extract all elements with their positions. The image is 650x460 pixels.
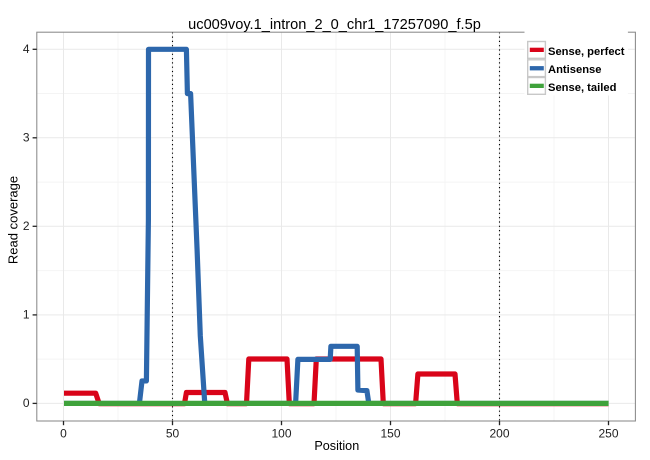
svg-text:4: 4 bbox=[23, 42, 30, 56]
svg-text:100: 100 bbox=[271, 427, 291, 441]
svg-text:250: 250 bbox=[598, 427, 618, 441]
svg-text:uc009voy.1_intron_2_0_chr1_172: uc009voy.1_intron_2_0_chr1_17257090_f.5p bbox=[188, 17, 481, 33]
svg-text:200: 200 bbox=[489, 427, 509, 441]
svg-text:1: 1 bbox=[23, 308, 30, 322]
svg-text:0: 0 bbox=[60, 427, 67, 441]
svg-text:Sense, perfect: Sense, perfect bbox=[548, 46, 625, 58]
svg-text:50: 50 bbox=[166, 427, 180, 441]
svg-text:Position: Position bbox=[314, 439, 359, 453]
svg-text:3: 3 bbox=[23, 131, 30, 145]
svg-text:2: 2 bbox=[23, 219, 30, 233]
svg-text:0: 0 bbox=[23, 396, 30, 410]
svg-text:Antisense: Antisense bbox=[548, 64, 601, 76]
svg-text:Read coverage: Read coverage bbox=[5, 176, 20, 264]
svg-text:150: 150 bbox=[380, 427, 400, 441]
svg-text:Sense, tailed: Sense, tailed bbox=[548, 82, 617, 94]
